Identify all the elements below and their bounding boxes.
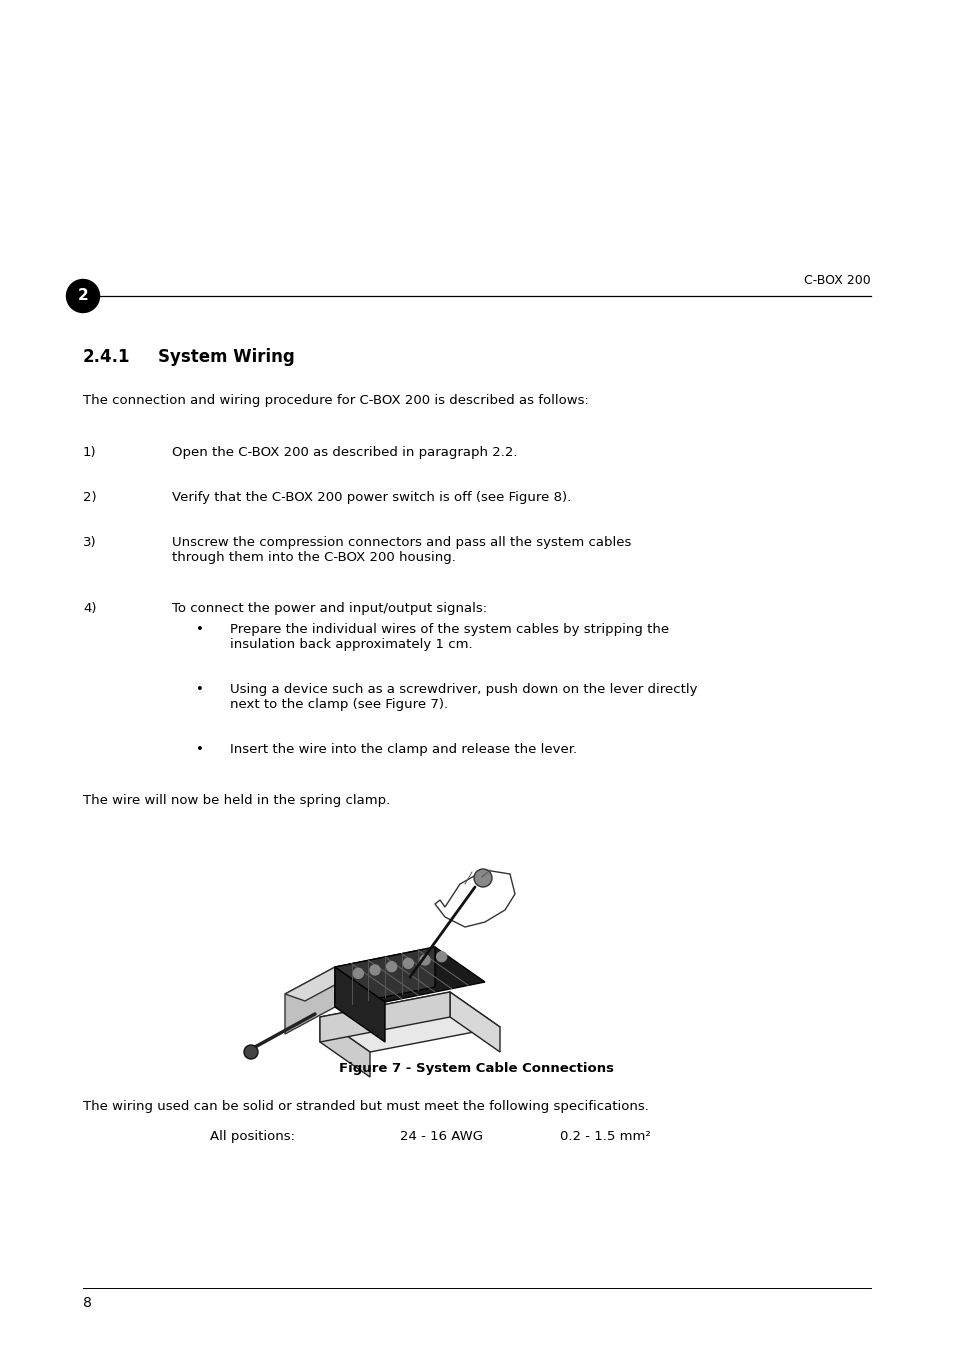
Polygon shape [450,992,499,1052]
Text: •: • [196,684,204,696]
Text: Verify that the C-BOX 200 power switch is off (see Figure 8).: Verify that the C-BOX 200 power switch i… [172,490,571,504]
Circle shape [386,962,396,971]
Circle shape [353,969,363,978]
Text: Open the C-BOX 200 as described in paragraph 2.2.: Open the C-BOX 200 as described in parag… [172,446,517,459]
Text: C-BOX 200: C-BOX 200 [803,274,870,286]
Text: Unscrew the compression connectors and pass all the system cables
through them i: Unscrew the compression connectors and p… [172,536,631,563]
Circle shape [436,951,446,962]
Text: Prepare the individual wires of the system cables by stripping the
insulation ba: Prepare the individual wires of the syst… [230,623,668,651]
Polygon shape [319,992,450,1042]
Text: 0.2 - 1.5 mm²: 0.2 - 1.5 mm² [559,1129,650,1143]
Text: 2.4.1: 2.4.1 [83,349,131,366]
Text: To connect the power and input/output signals:: To connect the power and input/output si… [172,603,487,615]
Text: 24 - 16 AWG: 24 - 16 AWG [399,1129,482,1143]
Text: Figure 7 - System Cable Connections: Figure 7 - System Cable Connections [339,1062,614,1075]
Polygon shape [335,947,484,1002]
Circle shape [370,965,379,975]
Text: System Wiring: System Wiring [158,349,294,366]
Text: The wiring used can be solid or stranded but must meet the following specificati: The wiring used can be solid or stranded… [83,1100,648,1113]
Text: Using a device such as a screwdriver, push down on the lever directly
next to th: Using a device such as a screwdriver, pu… [230,684,697,711]
Text: 2): 2) [83,490,96,504]
Polygon shape [435,870,515,927]
Circle shape [474,869,492,888]
Circle shape [67,280,99,312]
Circle shape [403,958,413,969]
Text: 2: 2 [77,289,89,304]
Text: The connection and wiring procedure for C-BOX 200 is described as follows:: The connection and wiring procedure for … [83,394,588,407]
Polygon shape [319,1017,370,1077]
Text: The wire will now be held in the spring clamp.: The wire will now be held in the spring … [83,794,390,807]
Text: Insert the wire into the clamp and release the lever.: Insert the wire into the clamp and relea… [230,743,577,757]
Text: •: • [196,743,204,757]
Polygon shape [335,947,435,1006]
Text: 3): 3) [83,536,96,549]
Text: •: • [196,623,204,636]
Text: All positions:: All positions: [210,1129,294,1143]
Polygon shape [335,967,385,1042]
Polygon shape [285,967,355,1001]
Polygon shape [319,992,499,1052]
Text: 8: 8 [83,1296,91,1310]
Text: 1): 1) [83,446,96,459]
Text: 4): 4) [83,603,96,615]
Circle shape [244,1046,257,1059]
Polygon shape [285,967,335,1034]
Circle shape [419,955,430,965]
